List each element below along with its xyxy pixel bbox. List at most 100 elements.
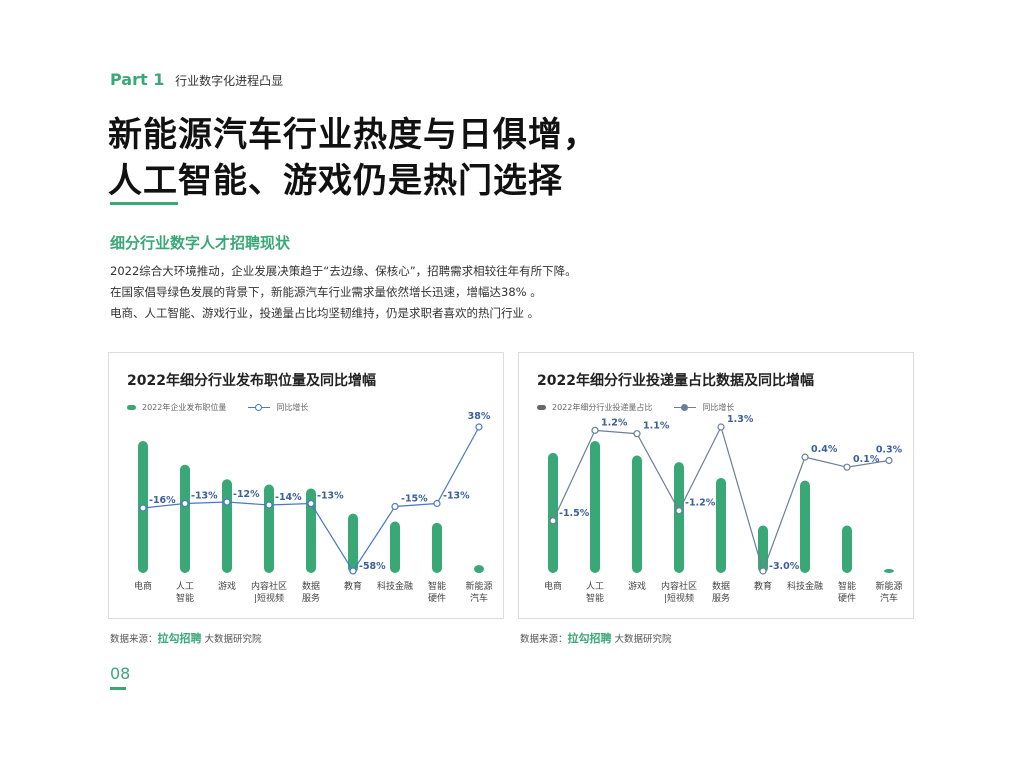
growth-label: -13% [191, 491, 218, 502]
paragraph-line: 电商、人工智能、游戏行业，投递量占比均坚韧维持，仍是求职者喜欢的热门行业 。 [110, 306, 540, 320]
part-number: Part 1 [110, 70, 165, 89]
growth-point [139, 504, 147, 512]
category-label: 智能 [838, 580, 856, 592]
category-label: 数据 [302, 580, 320, 592]
growth-label: -12% [233, 489, 260, 500]
bar [548, 452, 558, 573]
category-label: 汽车 [880, 592, 898, 604]
category-label: 数据 [712, 580, 730, 592]
growth-point [433, 499, 441, 508]
growth-point [549, 517, 557, 525]
category-label: 硬件 [838, 592, 856, 604]
bar [306, 488, 316, 573]
growth-point [717, 423, 725, 431]
bar [716, 477, 726, 573]
category-label: 服务 [302, 592, 320, 604]
growth-label: -14% [275, 492, 302, 503]
growth-point [633, 430, 641, 438]
section-title: 细分行业数字人才招聘现状 [110, 234, 291, 252]
growth-label: 0.3% [876, 444, 903, 455]
bar [884, 569, 894, 573]
headline-line-1: 新能源汽车行业热度与日俱增， [108, 115, 598, 155]
growth-label: -15% [401, 494, 428, 505]
growth-label: -13% [317, 491, 344, 502]
bar [800, 480, 810, 573]
page-number: 08 [110, 664, 131, 683]
category-label: 教育 [754, 580, 772, 592]
bar [390, 521, 400, 573]
growth-label: 1.2% [601, 417, 628, 428]
category-label: |短视频 [664, 592, 694, 604]
legend-bar-swatch [127, 405, 136, 410]
paragraph-line: 2022综合大环境推动，企业发展决策趋于“去边缘、保核心”，招聘需求相较往年有所… [110, 264, 577, 278]
category-label: 人工 [586, 581, 604, 592]
growth-point [675, 507, 683, 515]
chart-title: 2022年细分行业投递量占比数据及同比增幅 [537, 373, 814, 389]
headline-line-2: 人工智能、游戏仍是热门选择 [108, 161, 563, 201]
page-headline: 新能源汽车行业热度与日俱增， 人工智能、游戏仍是热门选择 [108, 112, 598, 204]
legend-line-label: 同比增长 [702, 403, 735, 412]
growth-label: 1.3% [727, 414, 754, 425]
category-label: 智能 [176, 592, 194, 604]
intro-paragraphs: 2022综合大环境推动，企业发展决策趋于“去边缘、保核心”，招聘需求相较往年有所… [110, 261, 577, 324]
bar [474, 565, 484, 573]
category-label: 电商 [134, 580, 152, 592]
category-label: 游戏 [628, 580, 646, 592]
growth-label: -13% [443, 491, 470, 502]
growth-label: -58% [359, 561, 386, 572]
chart-legend: 2022年细分行业投递量占比 同比增长 [537, 402, 734, 413]
source-brand: 拉勾招聘 [157, 632, 202, 645]
growth-point [181, 499, 189, 508]
bar [674, 462, 684, 573]
bar [432, 522, 442, 573]
category-label: 内容社区 [251, 580, 287, 592]
source-brand: 拉勾招聘 [567, 632, 612, 645]
category-label: 科技金融 [377, 580, 413, 592]
category-label: 硬件 [428, 592, 446, 604]
category-label: 人工 [176, 581, 194, 592]
growth-point [591, 426, 599, 434]
chart-card-job-postings: 2022年细分行业发布职位量及同比增幅 2022年企业发布职位量 同比增长 -1… [108, 352, 504, 619]
bar [842, 525, 852, 573]
growth-point [801, 453, 809, 461]
legend-bar-swatch [537, 405, 546, 410]
growth-point [843, 463, 851, 471]
legend-line-swatch [248, 404, 271, 411]
growth-label: -1.5% [559, 508, 590, 519]
category-label: 新能源 [875, 580, 902, 592]
growth-point [885, 456, 893, 465]
legend-line-swatch [674, 404, 697, 411]
category-label: 汽车 [470, 592, 488, 604]
legend-line-label: 同比增长 [276, 403, 309, 412]
part-header: Part 1 行业数字化进程凸显 [110, 70, 283, 89]
source-prefix: 数据来源： [520, 634, 568, 645]
category-label: |短视频 [254, 592, 284, 604]
source-suffix: 大数据研究院 [611, 634, 672, 645]
applications-chart: -1.5% 1.2% 1.1% -1.2% 1.3% -3.0% 0.4% 0.1%0.3% 电… [544, 414, 903, 604]
category-label: 智能 [428, 580, 446, 592]
bar [590, 441, 600, 573]
growth-point [391, 502, 399, 511]
growth-label: 38% [468, 411, 491, 422]
job-postings-chart: -16% -13% -12% -14% -13%-58%-15% -13%38%电商 人工智… [134, 411, 493, 604]
category-label: 内容社区 [661, 580, 697, 592]
growth-label: 0.4% [811, 444, 838, 455]
source-prefix: 数据来源： [110, 634, 158, 645]
bar [348, 513, 358, 573]
growth-point [223, 498, 231, 506]
growth-point [475, 423, 483, 431]
category-label: 新能源 [465, 580, 492, 592]
growth-label: -16% [149, 495, 176, 506]
growth-point [759, 567, 767, 575]
bar [222, 479, 232, 573]
category-label: 游戏 [218, 580, 236, 592]
chart-card-applications: 2022年细分行业投递量占比数据及同比增幅 2022年细分行业投递量占比 同比增… [518, 352, 914, 619]
growth-label: 0.1% [853, 454, 880, 465]
part-title: 行业数字化进程凸显 [175, 74, 284, 88]
bar [264, 484, 274, 573]
growth-label: 1.1% [643, 421, 670, 432]
bar [180, 464, 190, 573]
data-source: 数据来源：拉勾招聘 大数据研究院 [110, 630, 262, 646]
category-label: 科技金融 [787, 580, 823, 592]
growth-label: -3.0% [769, 561, 800, 572]
